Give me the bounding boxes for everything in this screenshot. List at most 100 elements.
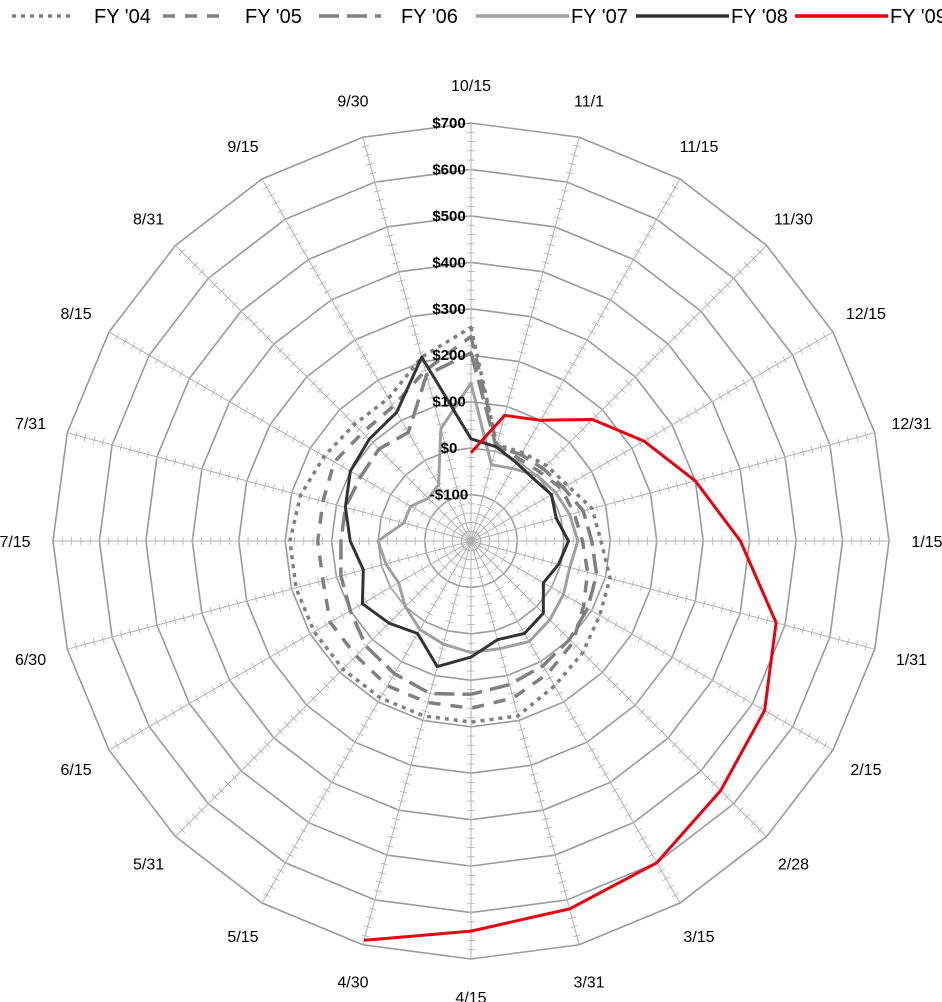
- axis-tick: [155, 719, 159, 726]
- axis-tick: [421, 619, 428, 623]
- axis-tick: [630, 630, 634, 637]
- axis-tick: [236, 672, 240, 679]
- axis-tick: [342, 756, 349, 760]
- series-lines: [290, 327, 776, 940]
- axis-tick: [276, 649, 280, 656]
- axis-tick: [616, 796, 623, 800]
- axis-tick: [268, 654, 272, 661]
- axis-tick: [694, 407, 698, 414]
- spoke-20: [67, 433, 471, 541]
- axis-tick: [537, 660, 544, 664]
- axis-tick: [565, 370, 572, 374]
- axis-tick: [277, 209, 284, 213]
- axis-tick: [324, 621, 328, 628]
- axis-tick: [263, 185, 270, 189]
- axis-tick: [556, 386, 563, 390]
- axis-tick: [220, 682, 224, 689]
- axis-tick: [272, 877, 279, 881]
- spoke-8: [471, 541, 875, 649]
- axis-tick: [582, 473, 586, 480]
- axis-tick: [195, 380, 199, 387]
- axis-tick: [337, 764, 344, 768]
- axis-tick: [356, 732, 363, 736]
- axis-tick: [525, 505, 529, 512]
- axis-tick: [372, 593, 376, 600]
- category-label: 4/30: [337, 974, 368, 991]
- axis-tick: [163, 361, 167, 368]
- axis-tick: [389, 402, 396, 406]
- axis-tick: [300, 249, 307, 253]
- axis-tick: [815, 338, 819, 345]
- axis-tick: [662, 426, 666, 433]
- legend: FY '04 FY '05 FY '06 FY '07 FY '08 FY '09: [12, 6, 942, 28]
- axis-tick: [579, 732, 586, 736]
- axis-tick: [212, 389, 216, 396]
- axis-tick: [305, 821, 312, 825]
- axis-tick: [807, 342, 811, 349]
- axis-tick: [501, 519, 505, 526]
- axis-tick: [678, 417, 682, 424]
- axis-tick: [398, 418, 405, 422]
- axis-tick: [533, 575, 537, 582]
- axis-tick: [557, 589, 561, 596]
- spoke-14: [363, 541, 471, 945]
- category-label: 10/15: [451, 78, 491, 95]
- axis-tick: [593, 756, 600, 760]
- axis-tick: [630, 821, 637, 825]
- axis-tick: [372, 482, 376, 489]
- axis-tick: [324, 290, 331, 294]
- axis-tick: [509, 611, 516, 615]
- axis-tick: [398, 660, 405, 664]
- axis-tick: [147, 352, 151, 359]
- axis-tick: [171, 366, 175, 373]
- axis-tick: [667, 193, 674, 197]
- axis-tick: [286, 225, 293, 229]
- axis-tick: [131, 342, 135, 349]
- axis-tick: [260, 417, 264, 424]
- axis-tick: [187, 375, 191, 382]
- axis-tick: [282, 217, 289, 221]
- axis-tick: [495, 491, 502, 495]
- axis-tick: [319, 796, 326, 800]
- axis-tick: [612, 788, 619, 792]
- axis-tick: [625, 813, 632, 817]
- category-label: 5/15: [227, 929, 258, 946]
- axis-tick: [734, 691, 738, 698]
- axis-tick: [743, 380, 747, 387]
- axis-tick: [421, 459, 428, 463]
- category-label: 11/1: [574, 94, 604, 111]
- axis-tick: [606, 459, 610, 466]
- axis-tick: [614, 621, 618, 628]
- axis-tick: [823, 333, 827, 340]
- axis-tick: [272, 201, 279, 205]
- axis-tick: [333, 306, 340, 310]
- axis-tick: [621, 274, 628, 278]
- axis-tick: [759, 370, 763, 377]
- axis-tick: [799, 728, 803, 735]
- axis-tick: [204, 384, 208, 391]
- axis-tick: [300, 829, 307, 833]
- axis-tick: [630, 257, 637, 261]
- axis-tick: [493, 524, 497, 531]
- axis-tick: [602, 772, 609, 776]
- axis-tick: [324, 788, 331, 792]
- axis-tick: [616, 282, 623, 286]
- axis-tick: [393, 668, 400, 672]
- axis-tick: [694, 668, 698, 675]
- axis-tick: [407, 434, 414, 438]
- axis-tick: [429, 561, 433, 568]
- axis-tick: [501, 556, 505, 563]
- axis-tick: [658, 869, 665, 873]
- axis-tick: [342, 322, 349, 326]
- axis-tick: [163, 714, 167, 721]
- axis-tick: [606, 616, 610, 623]
- axis-tick: [528, 644, 535, 648]
- axis-tick: [314, 274, 321, 278]
- axis-tick: [445, 551, 449, 558]
- axis-tick: [533, 500, 537, 507]
- radial-tick-label: $700: [432, 115, 465, 132]
- axis-tick: [635, 249, 642, 253]
- axis-tick: [389, 584, 393, 591]
- axis-tick: [570, 716, 577, 720]
- legend-label-fy04: FY '04: [94, 6, 151, 28]
